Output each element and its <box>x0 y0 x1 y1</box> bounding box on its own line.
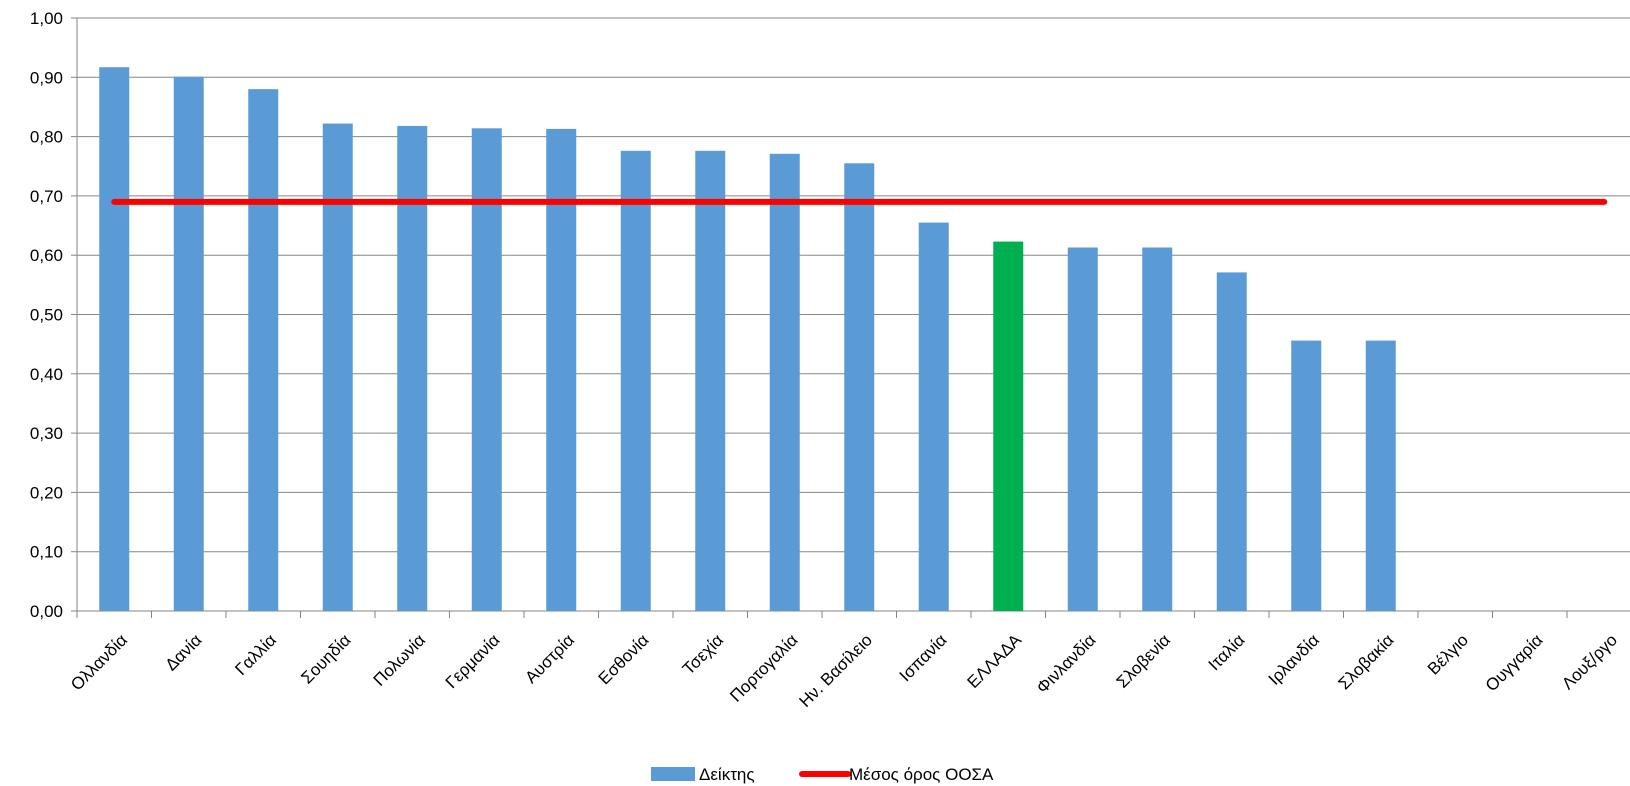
y-tick-label: 0,50 <box>30 306 63 325</box>
legend-label-bar: Δείκτης <box>699 765 755 784</box>
x-tick-label: Βέλγιο <box>1424 630 1472 678</box>
bars <box>99 67 1396 612</box>
x-tick-label: Ιταλία <box>1205 630 1249 674</box>
y-tick-label: 0,30 <box>30 424 63 443</box>
x-tick-label: Ην. Βασίλειο <box>795 630 876 711</box>
bar-13 <box>993 241 1024 611</box>
x-tick-label: Δανία <box>162 630 206 674</box>
x-tick-label: Πολωνία <box>370 630 430 690</box>
bar-7 <box>546 128 577 612</box>
bar-4 <box>322 123 353 611</box>
bar-11 <box>844 163 875 611</box>
bar-10 <box>769 153 800 611</box>
y-tick-label: 0,80 <box>30 128 63 147</box>
x-tick-label: Ιρλανδία <box>1265 630 1324 689</box>
y-tick-labels: 0,00 0,10 0,20 0,30 0,40 0,50 0,60 0,70 0,80 0,90… <box>30 9 63 621</box>
y-tick-label: 0,60 <box>30 246 63 265</box>
legend: Δείκτης Μέσος όρος ΟΟΣΑ <box>651 765 994 784</box>
x-tick-label: Σουηδία <box>297 630 354 687</box>
legend-swatch-bar <box>651 767 695 781</box>
y-tick-label: 0,70 <box>30 187 63 206</box>
bar-5 <box>397 125 428 612</box>
bar-15 <box>1142 247 1173 611</box>
x-tick-label: Σλοβενία <box>1113 630 1174 691</box>
legend-label-line: Μέσος όρος ΟΟΣΑ <box>849 765 994 784</box>
x-tick-labels: Ολλανδία Δανία Γαλλία Σουηδία Πολωνία Γερμανί… <box>67 630 1621 711</box>
y-tick-label: 0,20 <box>30 483 63 502</box>
y-tick-label: 1,00 <box>30 9 63 28</box>
bar-12 <box>918 222 949 611</box>
x-tick-label: Τσεχία <box>679 630 727 678</box>
x-tick-label: Σλοβακία <box>1335 630 1398 693</box>
x-tick-label: Φινλανδία <box>1033 630 1100 697</box>
y-tick-label: 0,40 <box>30 365 63 384</box>
bar-17 <box>1291 340 1322 611</box>
x-tick-label: Εσθονία <box>595 630 653 688</box>
bar-16 <box>1216 272 1247 611</box>
bar-14 <box>1067 247 1098 611</box>
x-tick-label: Γερμανία <box>442 630 504 692</box>
x-tick-label: Ουγγαρία <box>1482 630 1547 695</box>
bar-8 <box>620 150 651 611</box>
bar-1 <box>99 67 130 612</box>
x-tick-label: Γαλλία <box>231 630 280 679</box>
x-tick-label: Λουξ/ργο <box>1558 630 1621 693</box>
bar-18 <box>1365 340 1396 611</box>
x-tick-label: Πορτογαλία <box>726 630 801 705</box>
x-tick-label: ΕΛΛΑΔΑ <box>963 630 1025 692</box>
bar-6 <box>471 128 502 611</box>
y-tick-label: 0,10 <box>30 543 63 562</box>
x-tick-label: Ολλανδία <box>67 630 131 694</box>
x-tick-label: Ισπανία <box>896 630 951 685</box>
y-tick-label: 0,00 <box>30 602 63 621</box>
bar-2 <box>173 76 204 611</box>
bar-9 <box>695 150 726 611</box>
bar-3 <box>248 89 279 611</box>
y-tick-label: 0,90 <box>30 68 63 87</box>
x-tick-label: Αυστρία <box>521 630 578 687</box>
